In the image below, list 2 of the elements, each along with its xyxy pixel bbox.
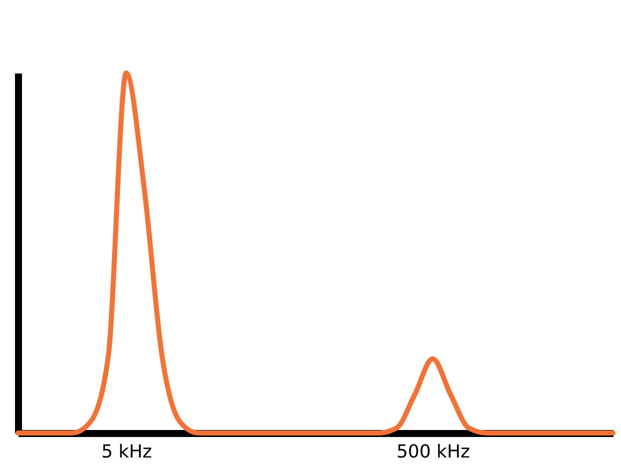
x-tick-label: 500 kHz <box>396 442 470 462</box>
x-tick-label: 5 kHz <box>101 442 152 462</box>
